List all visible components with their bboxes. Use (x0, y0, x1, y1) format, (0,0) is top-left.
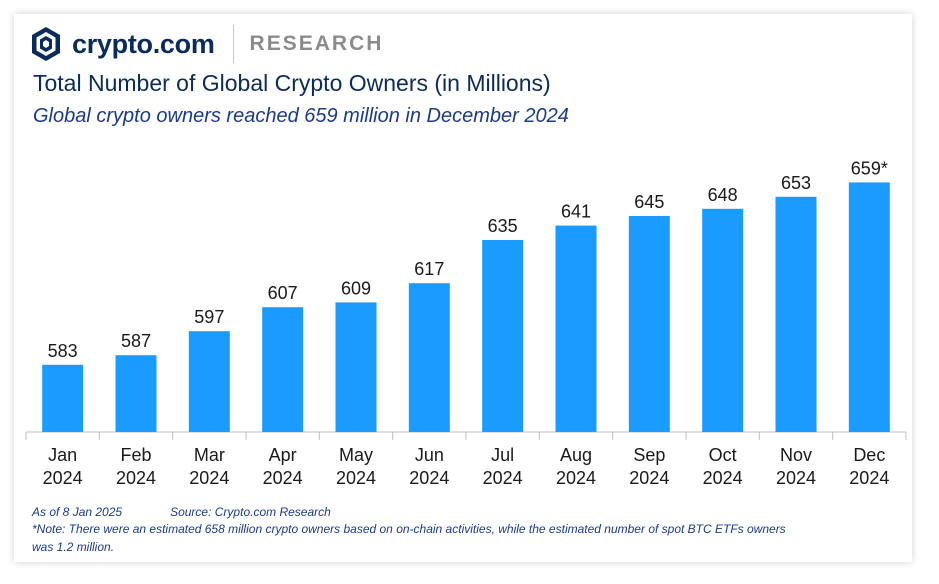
x-tick-label: Feb 2024 (116, 445, 156, 488)
bar-value-label: 609 (341, 278, 371, 298)
x-tick-label: Nov 2024 (776, 445, 816, 488)
brand-header: crypto.com RESEARCH (30, 25, 384, 63)
bar-value-label: 659* (851, 158, 888, 178)
bar (775, 196, 817, 432)
bar-value-label: 587 (121, 331, 151, 351)
brand-section-label: RESEARCH (249, 32, 384, 55)
x-tick-label: Dec 2024 (849, 445, 889, 488)
bar (848, 182, 890, 432)
bar (335, 302, 377, 432)
bar-value-label: 617 (414, 259, 444, 279)
bar-value-label: 641 (561, 202, 591, 222)
bar (262, 307, 304, 432)
x-tick-label: May 2024 (336, 445, 376, 488)
bar-value-label: 653 (781, 173, 811, 193)
footnote-line-1: *Note: There were an estimated 658 milli… (32, 522, 786, 536)
footer-sources: As of 8 Jan 2025 Source: Crypto.com Resea… (32, 505, 331, 519)
x-tick-label: Sep 2024 (629, 445, 669, 488)
x-tick-label: Aug 2024 (556, 445, 596, 488)
bar (628, 216, 670, 432)
chart-title: Total Number of Global Crypto Owners (in… (33, 70, 551, 96)
bar (42, 364, 84, 432)
bar-value-label: 597 (194, 307, 224, 327)
x-tick-label: Jul 2024 (483, 445, 523, 488)
crypto-com-logo-icon (32, 27, 60, 61)
x-tick-label: Jun 2024 (409, 445, 449, 488)
x-tick-label: Mar 2024 (189, 445, 229, 488)
x-tick-label: Jan 2024 (43, 445, 83, 488)
bar (555, 225, 597, 432)
source-note: Source: Crypto.com Research (170, 505, 331, 519)
bar-value-label: 607 (268, 283, 298, 303)
footnote-line-2: was 1.2 million. (32, 540, 115, 554)
as-of-date: As of 8 Jan 2025 (32, 505, 123, 519)
brand-divider (232, 25, 234, 63)
bar (702, 208, 744, 432)
bar-value-label: 645 (634, 192, 664, 212)
bar (188, 331, 230, 432)
bar (482, 240, 524, 432)
bar-value-label: 635 (488, 216, 518, 236)
x-tick-label: Apr 2024 (263, 445, 303, 488)
bar-value-label: 583 (48, 341, 78, 361)
bar (408, 283, 450, 432)
brand-name: crypto.com (72, 28, 215, 59)
chart-card (14, 14, 912, 562)
bar-value-label: 648 (708, 185, 738, 205)
bar (115, 355, 157, 432)
x-tick-label: Oct 2024 (703, 445, 743, 488)
chart-subtitle: Global crypto owners reached 659 million… (33, 105, 569, 127)
